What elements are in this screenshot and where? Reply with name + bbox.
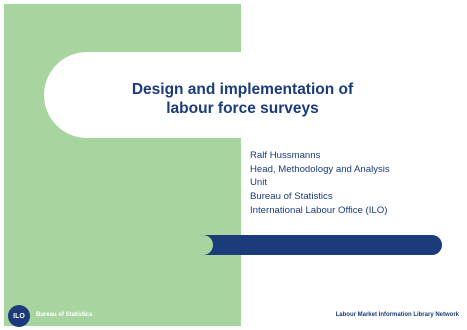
author-name: Ralf Hussmanns <box>250 150 321 161</box>
author-block: Ralf Hussmanns Head, Methodology and Ana… <box>250 150 450 218</box>
bar-body <box>201 235 431 255</box>
ilo-logo-icon: ILO <box>8 305 30 327</box>
author-role-line-1: Head, Methodology and Analysis <box>250 164 390 175</box>
decorative-bar <box>193 235 443 255</box>
author-org-2: International Labour Office (ILO) <box>250 205 388 216</box>
slide-title: Design and implementation of labour forc… <box>100 80 385 118</box>
title-line-1: Design and implementation of <box>131 81 354 98</box>
bar-left-cap <box>193 235 213 255</box>
logo-text: ILO <box>13 312 25 320</box>
footer-right-text: Labour Market Information Library Networ… <box>335 312 459 318</box>
bar-right-cap <box>422 235 442 255</box>
footer-left-text: Bureau of Statistics <box>36 312 93 318</box>
footer: ILO Bureau of Statistics Labour Market I… <box>0 302 467 330</box>
author-org-1: Bureau of Statistics <box>250 191 333 202</box>
title-shape <box>44 52 467 138</box>
title-line-2: labour force surveys <box>166 100 319 117</box>
author-role-line-2: Unit <box>250 177 268 188</box>
